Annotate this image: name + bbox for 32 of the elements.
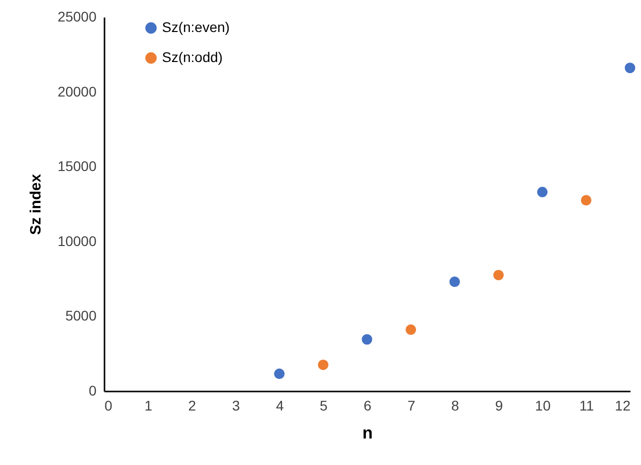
point	[449, 276, 460, 288]
point	[406, 324, 416, 335]
legend-label: Sz(n:odd)	[162, 49, 223, 65]
x-tick-label: 5	[320, 398, 328, 414]
y-tick-label: 5000	[65, 308, 97, 324]
point	[624, 62, 636, 74]
x-tick-label: 8	[451, 398, 460, 414]
x-tick-label: 10	[535, 398, 551, 414]
point	[493, 270, 504, 280]
point	[318, 360, 328, 370]
y-tick-label: 25000	[58, 8, 97, 24]
y-axis-title: Sz index	[28, 173, 45, 235]
x-tick-label: 3	[232, 398, 240, 414]
x-tick-label: 9	[495, 398, 504, 414]
x-tick-label: 12	[614, 398, 631, 414]
y-tick-label: 15000	[58, 158, 97, 174]
y-tick-label: 20000	[58, 83, 97, 100]
x-tick-label: 6	[364, 398, 372, 414]
point	[362, 334, 372, 345]
point	[580, 195, 592, 206]
point	[537, 186, 548, 198]
point	[274, 368, 285, 380]
y-tick-label: 0	[88, 382, 97, 398]
x-tick-label: 11	[579, 398, 594, 414]
legend-label: Sz(n:even)	[162, 19, 230, 35]
x-tick-label: 1	[144, 398, 152, 414]
y-tick-label: 10000	[58, 232, 97, 249]
x-tick-label: 4	[276, 398, 284, 414]
x-tick-label: 2	[188, 398, 196, 414]
x-axis-title: n	[362, 424, 373, 442]
x-tick-label: 7	[407, 398, 416, 414]
x-tick-label: 0	[104, 398, 112, 414]
